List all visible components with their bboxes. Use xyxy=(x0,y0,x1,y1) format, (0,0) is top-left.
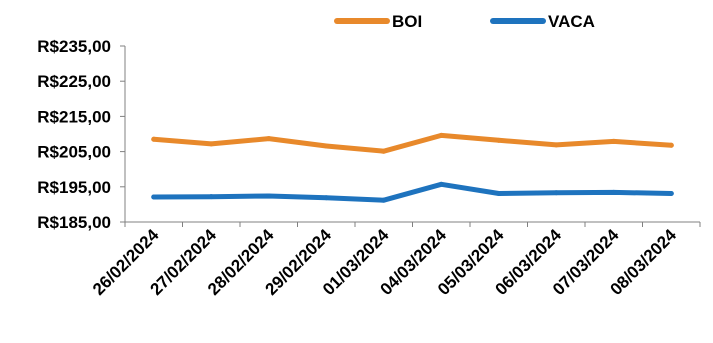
data-point-boi xyxy=(496,137,502,143)
data-point-vaca xyxy=(496,190,502,196)
data-point-boi xyxy=(266,136,272,142)
legend: BOI VACA xyxy=(334,12,595,31)
y-tick-label: R$215,00 xyxy=(37,107,111,126)
y-tick-label: R$225,00 xyxy=(37,72,111,91)
y-tick-label: R$235,00 xyxy=(37,37,111,56)
data-point-boi xyxy=(438,132,444,138)
y-axis: R$185,00 R$195,00 R$205,00 R$215,00 R$225,00… xyxy=(37,37,126,232)
data-point-vaca xyxy=(553,190,559,196)
y-tick-label: R$205,00 xyxy=(37,143,111,162)
data-point-vaca xyxy=(381,197,387,203)
data-point-vaca xyxy=(151,194,157,200)
y-tick-label: R$195,00 xyxy=(37,178,111,197)
data-point-boi xyxy=(611,138,617,144)
data-point-boi xyxy=(668,142,674,148)
data-point-vaca xyxy=(611,189,617,195)
y-tick-label: R$185,00 xyxy=(37,213,111,232)
data-point-vaca xyxy=(668,190,674,196)
data-point-vaca xyxy=(323,195,329,201)
series-line-boi xyxy=(151,132,674,154)
legend-label-boi: BOI xyxy=(392,12,422,31)
data-point-boi xyxy=(208,141,214,147)
legend-label-vaca: VACA xyxy=(548,12,595,31)
data-point-boi xyxy=(553,142,559,148)
data-point-vaca xyxy=(266,193,272,199)
data-point-vaca xyxy=(208,194,214,200)
data-point-boi xyxy=(323,143,329,149)
data-point-boi xyxy=(151,136,157,142)
series-layer xyxy=(151,132,674,203)
x-axis: 26/02/202427/02/202428/02/202429/02/2024… xyxy=(89,221,701,299)
data-point-vaca xyxy=(438,181,444,187)
series-line-vaca xyxy=(151,181,674,203)
data-point-boi xyxy=(381,148,387,154)
